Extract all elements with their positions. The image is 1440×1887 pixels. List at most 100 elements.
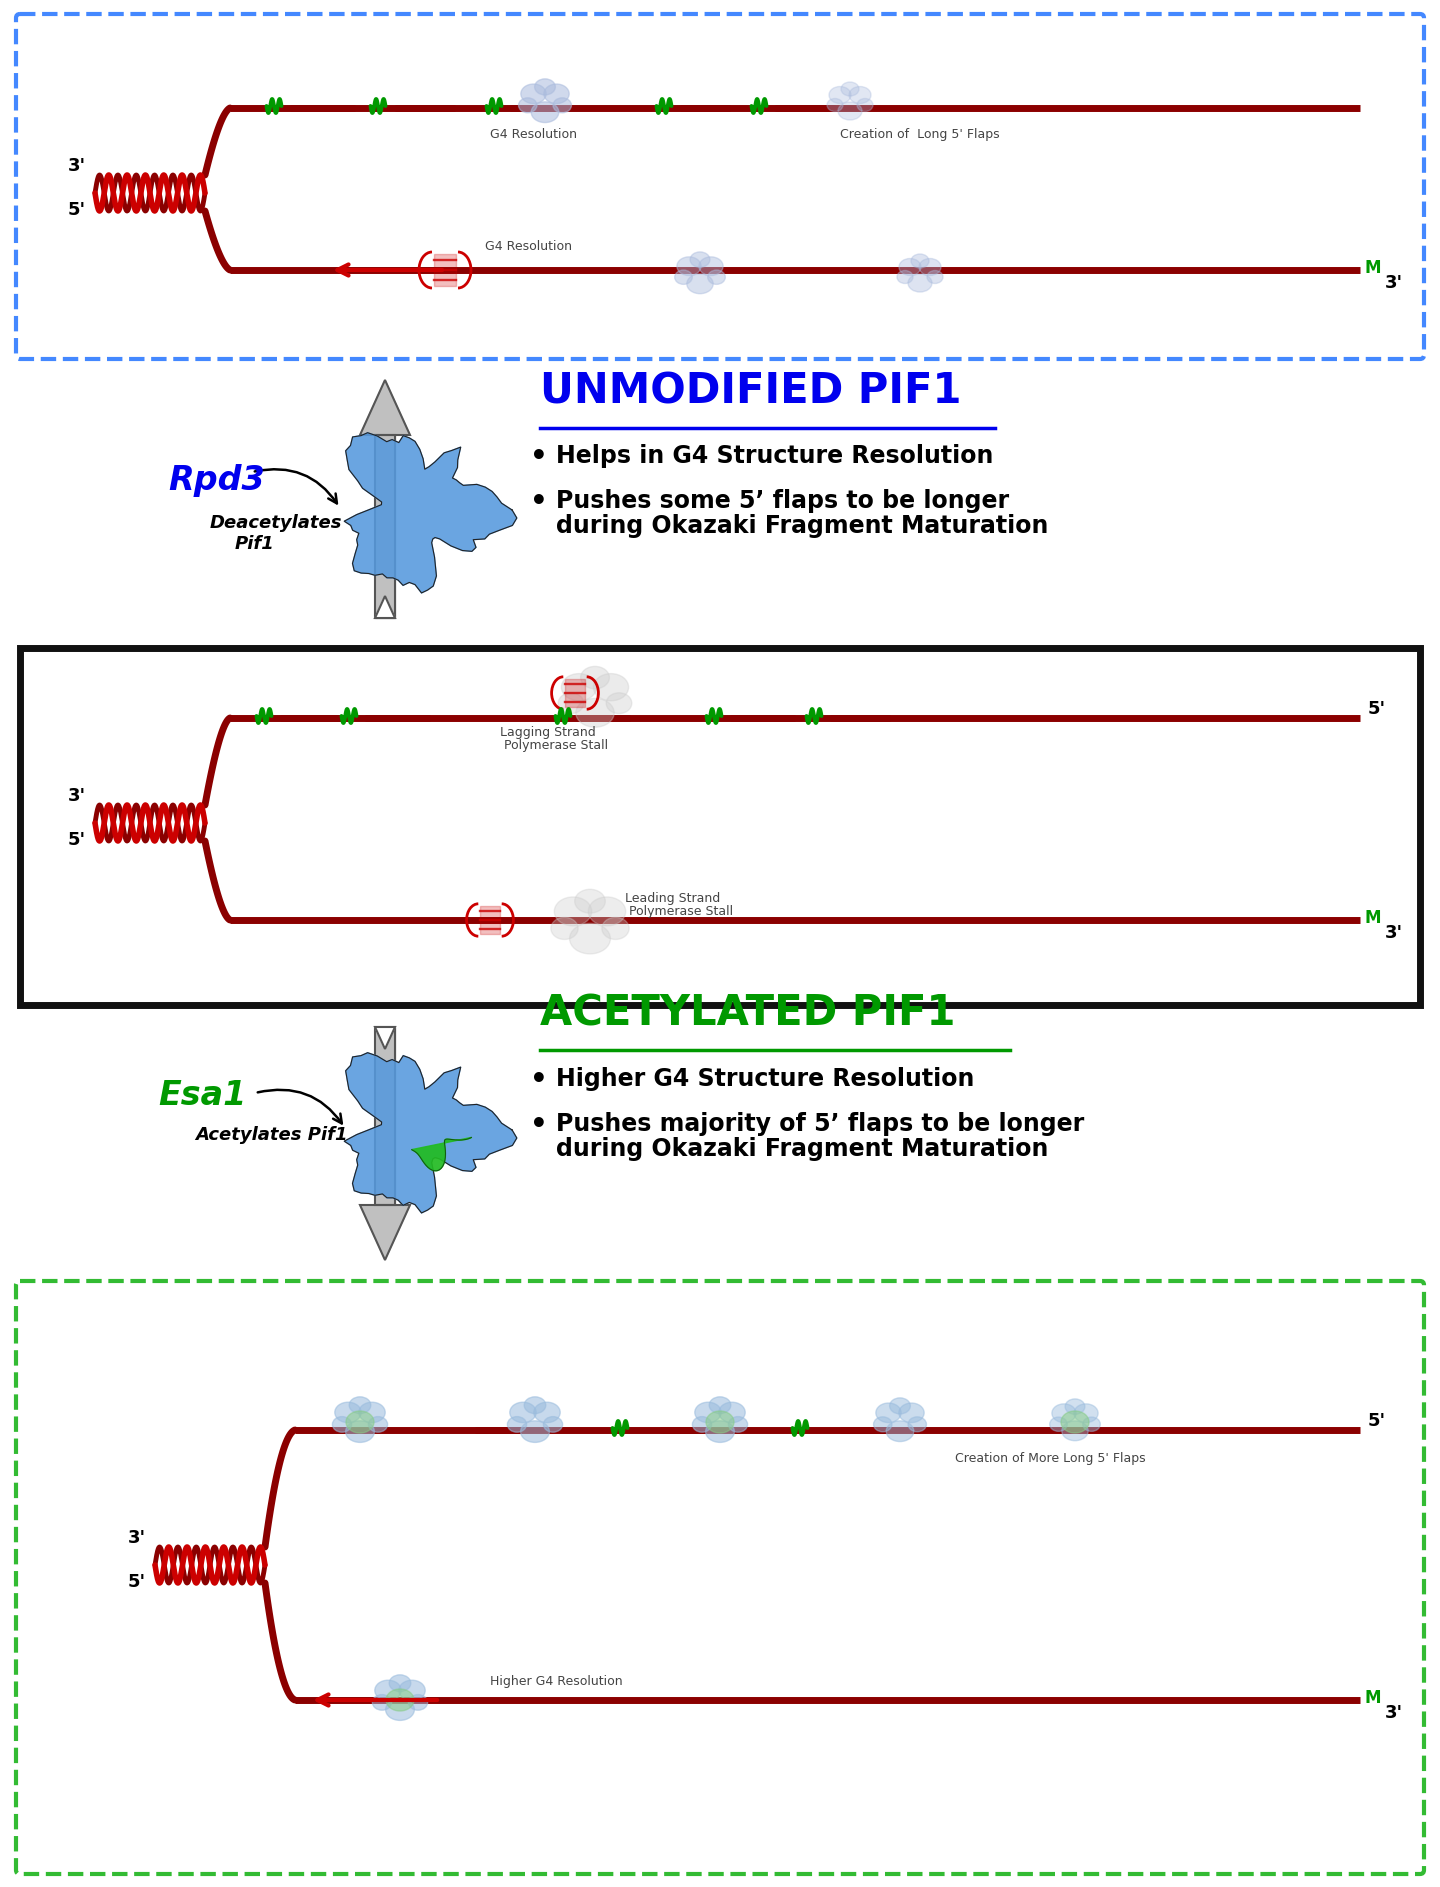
- Ellipse shape: [829, 87, 851, 104]
- Text: •: •: [530, 1111, 547, 1140]
- Text: Lagging Strand: Lagging Strand: [500, 726, 596, 740]
- Ellipse shape: [890, 1398, 910, 1413]
- Ellipse shape: [374, 1679, 402, 1700]
- Ellipse shape: [899, 1404, 924, 1423]
- Ellipse shape: [876, 1404, 901, 1423]
- FancyBboxPatch shape: [16, 13, 1424, 359]
- Ellipse shape: [552, 917, 577, 940]
- Ellipse shape: [346, 1411, 374, 1432]
- Text: 3': 3': [68, 787, 86, 806]
- Ellipse shape: [919, 259, 940, 276]
- Ellipse shape: [559, 693, 583, 713]
- Ellipse shape: [897, 270, 913, 283]
- Ellipse shape: [521, 85, 546, 104]
- Ellipse shape: [333, 1417, 351, 1432]
- Ellipse shape: [562, 674, 596, 700]
- Text: during Okazaki Fragment Maturation: during Okazaki Fragment Maturation: [556, 1138, 1048, 1161]
- Bar: [433, 255, 456, 287]
- Text: Acetylates Pif1: Acetylates Pif1: [194, 1127, 347, 1144]
- Ellipse shape: [706, 1421, 734, 1442]
- Bar: [374, 436, 395, 619]
- Ellipse shape: [399, 1679, 425, 1700]
- Ellipse shape: [1074, 1404, 1099, 1423]
- Ellipse shape: [912, 255, 929, 268]
- Text: 3': 3': [1385, 925, 1403, 942]
- Text: 5': 5': [1368, 1411, 1387, 1430]
- Ellipse shape: [606, 693, 632, 713]
- Ellipse shape: [348, 1396, 372, 1413]
- Ellipse shape: [534, 1402, 560, 1423]
- Ellipse shape: [334, 1402, 361, 1423]
- Bar: [374, 436, 395, 619]
- Ellipse shape: [857, 98, 873, 111]
- Ellipse shape: [693, 1417, 711, 1432]
- Ellipse shape: [677, 257, 701, 276]
- Ellipse shape: [719, 1402, 746, 1423]
- Text: 3': 3': [1385, 1704, 1403, 1723]
- Ellipse shape: [554, 896, 592, 927]
- Text: Higher G4 Resolution: Higher G4 Resolution: [490, 1676, 622, 1689]
- Text: 5': 5': [68, 830, 86, 849]
- Ellipse shape: [909, 1417, 926, 1432]
- Text: •: •: [530, 1066, 547, 1094]
- Text: during Okazaki Fragment Maturation: during Okazaki Fragment Maturation: [556, 513, 1048, 538]
- Polygon shape: [344, 432, 517, 593]
- Ellipse shape: [389, 1676, 410, 1691]
- Ellipse shape: [570, 923, 611, 955]
- Ellipse shape: [706, 1411, 734, 1432]
- Text: Polymerase Stall: Polymerase Stall: [504, 740, 608, 753]
- Ellipse shape: [827, 98, 842, 111]
- Ellipse shape: [524, 1396, 546, 1413]
- FancyBboxPatch shape: [20, 647, 1420, 1006]
- Ellipse shape: [359, 1402, 386, 1423]
- Polygon shape: [412, 1138, 471, 1170]
- Ellipse shape: [575, 889, 605, 913]
- Polygon shape: [374, 1027, 395, 1049]
- Text: UNMODIFIED PIF1: UNMODIFIED PIF1: [540, 370, 962, 411]
- Ellipse shape: [687, 274, 713, 294]
- Text: G4 Resolution: G4 Resolution: [490, 128, 577, 142]
- Ellipse shape: [729, 1417, 747, 1432]
- Ellipse shape: [1050, 1417, 1067, 1432]
- Bar: [374, 1027, 395, 1206]
- Ellipse shape: [531, 102, 559, 123]
- Ellipse shape: [589, 896, 626, 927]
- Bar: [480, 906, 500, 934]
- Polygon shape: [344, 1053, 517, 1213]
- Ellipse shape: [593, 674, 629, 700]
- Ellipse shape: [874, 1417, 891, 1432]
- Text: M: M: [1365, 910, 1381, 927]
- Ellipse shape: [521, 1421, 550, 1442]
- Ellipse shape: [698, 257, 723, 276]
- Bar: [564, 679, 585, 708]
- Ellipse shape: [1061, 1421, 1089, 1440]
- Text: Higher G4 Structure Resolution: Higher G4 Structure Resolution: [556, 1066, 975, 1091]
- Ellipse shape: [373, 1695, 392, 1710]
- Text: ACETYLATED PIF1: ACETYLATED PIF1: [540, 993, 956, 1034]
- Ellipse shape: [899, 259, 922, 276]
- Ellipse shape: [576, 698, 615, 726]
- Ellipse shape: [409, 1695, 428, 1710]
- Ellipse shape: [544, 85, 569, 104]
- Ellipse shape: [553, 98, 572, 113]
- Ellipse shape: [1061, 1411, 1089, 1432]
- Ellipse shape: [841, 81, 860, 96]
- Ellipse shape: [927, 270, 943, 283]
- Text: •: •: [530, 489, 547, 515]
- Text: 3': 3': [1385, 274, 1403, 292]
- Ellipse shape: [1051, 1404, 1076, 1423]
- Text: 3': 3': [68, 157, 86, 175]
- Ellipse shape: [534, 79, 556, 94]
- Ellipse shape: [580, 666, 609, 689]
- Ellipse shape: [369, 1417, 387, 1432]
- Ellipse shape: [675, 270, 693, 285]
- Ellipse shape: [510, 1402, 536, 1423]
- Ellipse shape: [909, 274, 932, 292]
- Text: Creation of More Long 5' Flaps: Creation of More Long 5' Flaps: [955, 1451, 1146, 1464]
- Text: Creation of  Long 5' Flaps: Creation of Long 5' Flaps: [840, 128, 999, 142]
- Ellipse shape: [346, 1421, 374, 1442]
- Ellipse shape: [518, 98, 537, 113]
- Polygon shape: [374, 596, 395, 619]
- Bar: [374, 1027, 395, 1206]
- Text: M: M: [1365, 259, 1381, 277]
